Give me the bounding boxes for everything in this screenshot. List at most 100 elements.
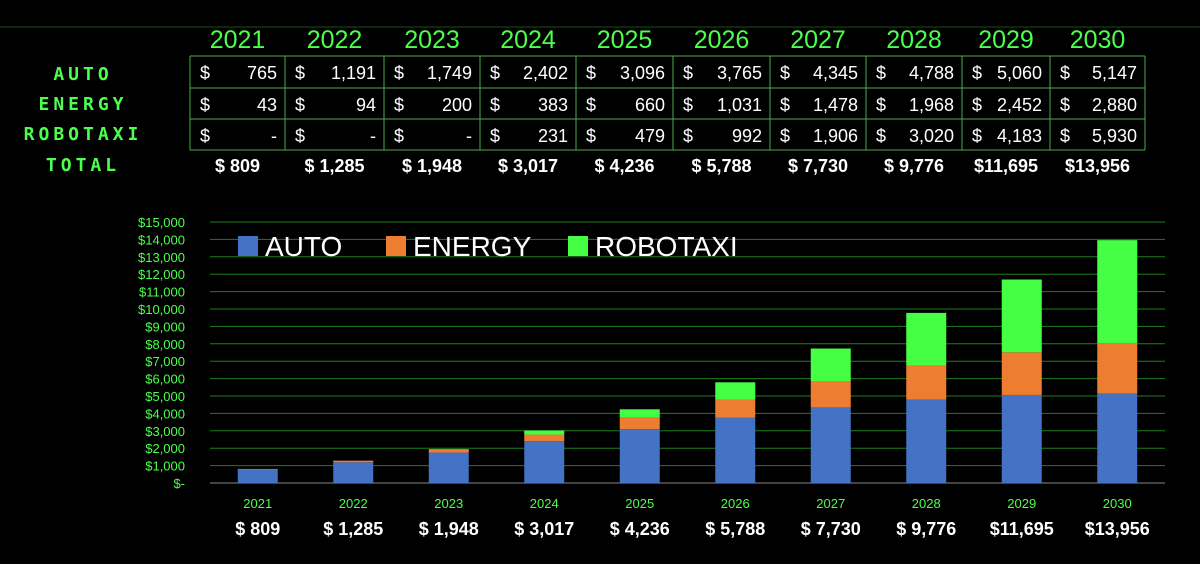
table-cell-currency: $ <box>200 63 210 83</box>
bar-energy-2026 <box>715 399 756 418</box>
x-tick-label: 2024 <box>530 496 559 511</box>
chart-total-label: $11,695 <box>990 519 1054 539</box>
bar-energy-2027 <box>810 381 851 408</box>
table-cell-currency: $ <box>972 95 982 115</box>
table-cell-currency: $ <box>200 126 210 146</box>
table-row-label-robotaxi: ROBOTAXI <box>24 124 143 145</box>
table-cell-value: 1,478 <box>813 95 858 115</box>
bar-auto-2022 <box>333 462 374 483</box>
table-cell-currency: $ <box>295 126 305 146</box>
y-tick-label: $2,000 <box>145 441 185 456</box>
table-cell-currency: $ <box>394 63 404 83</box>
legend-swatch-energy <box>386 236 406 256</box>
chart-total-label: $ 1,948 <box>419 519 479 539</box>
y-tick-label: $8,000 <box>145 337 185 352</box>
table-year-header: 2024 <box>500 26 556 54</box>
table-cell-currency: $ <box>586 95 596 115</box>
bar-robotaxi-2030 <box>1097 240 1138 344</box>
table-cell-value: 94 <box>356 95 376 115</box>
x-tick-label: 2021 <box>243 496 272 511</box>
table-cell-currency: $ <box>972 63 982 83</box>
table-cell-currency: $ <box>780 63 790 83</box>
y-tick-label: $12,000 <box>138 267 185 282</box>
x-tick-label: 2025 <box>625 496 654 511</box>
table-cell-currency: $ <box>490 95 500 115</box>
chart-total-label: $ 5,788 <box>705 519 765 539</box>
table-cell-value: 1,906 <box>813 126 858 146</box>
table-total-value: $13,956 <box>1065 156 1130 176</box>
bar-energy-2023 <box>428 449 469 453</box>
table-cell-currency: $ <box>683 95 693 115</box>
bar-auto-2030 <box>1097 393 1138 483</box>
table-cell-value: 765 <box>247 63 277 83</box>
table-cell-value: 1,031 <box>717 95 762 115</box>
table-cell-value: 3,020 <box>909 126 954 146</box>
table-year-header: 2028 <box>886 26 942 54</box>
table-total-value: $ 7,730 <box>788 156 848 176</box>
bar-energy-2021 <box>237 468 278 470</box>
table-cell-currency: $ <box>1060 126 1070 146</box>
table-cell-currency: $ <box>295 95 305 115</box>
y-tick-label: $11,000 <box>139 285 185 300</box>
bar-auto-2029 <box>1001 394 1042 483</box>
table-year-header: 2025 <box>597 26 653 54</box>
y-tick-label: $7,000 <box>145 354 185 369</box>
table-cell-currency: $ <box>972 126 982 146</box>
table-cell-currency: $ <box>876 126 886 146</box>
table-cell-value: 1,191 <box>331 63 376 83</box>
bar-energy-2022 <box>333 460 374 463</box>
table-cell-currency: $ <box>876 63 886 83</box>
legend-swatch-robotaxi <box>568 236 588 256</box>
x-tick-label: 2026 <box>721 496 750 511</box>
table-cell-value: 3,096 <box>620 63 665 83</box>
table-total-value: $ 3,017 <box>498 156 558 176</box>
y-tick-label: $3,000 <box>145 424 185 439</box>
bar-robotaxi-2025 <box>619 409 660 418</box>
table-total-value: $ 809 <box>215 156 260 176</box>
legend-label-robotaxi: ROBOTAXI <box>595 231 738 262</box>
bar-robotaxi-2028 <box>906 312 947 366</box>
bar-energy-2029 <box>1001 352 1042 395</box>
table-total-value: $ 1,948 <box>402 156 462 176</box>
table-cell-currency: $ <box>200 95 210 115</box>
bar-energy-2025 <box>619 417 660 430</box>
chart-total-label: $ 809 <box>235 519 280 539</box>
y-tick-label: $14,000 <box>138 232 185 247</box>
table-year-header: 2023 <box>404 26 460 54</box>
table-cell-value: 5,060 <box>997 63 1042 83</box>
chart-total-label: $ 4,236 <box>610 519 670 539</box>
table-year-header: 2021 <box>210 26 266 54</box>
bar-robotaxi-2029 <box>1001 279 1042 353</box>
table-cell-currency: $ <box>394 126 404 146</box>
table-cell-value: 4,183 <box>997 126 1042 146</box>
table-total-value: $ 5,788 <box>691 156 751 176</box>
table-cell-currency: $ <box>586 126 596 146</box>
bar-auto-2027 <box>810 407 851 483</box>
table-cell-value: 3,765 <box>717 63 762 83</box>
table-cell-value: 43 <box>257 95 277 115</box>
table-cell-value: 4,345 <box>813 63 858 83</box>
table-cell-currency: $ <box>490 126 500 146</box>
chart-total-label: $ 3,017 <box>514 519 574 539</box>
y-tick-label: $10,000 <box>138 302 185 317</box>
table-cell-currency: $ <box>586 63 596 83</box>
table-year-header: 2029 <box>978 26 1034 54</box>
bar-energy-2028 <box>906 365 947 400</box>
table-row-label-total: TOTAL <box>46 155 120 176</box>
legend-label-auto: AUTO <box>265 231 342 262</box>
table-cell-value: - <box>370 126 376 146</box>
table-cell-value: 5,147 <box>1092 63 1137 83</box>
legend-swatch-auto <box>238 236 258 256</box>
table-cell-currency: $ <box>490 63 500 83</box>
table-cell-value: 2,452 <box>997 95 1042 115</box>
y-tick-label: $1,000 <box>145 459 185 474</box>
bar-robotaxi-2024 <box>524 430 565 435</box>
x-tick-label: 2022 <box>339 496 368 511</box>
table-cell-value: 479 <box>635 126 665 146</box>
table-total-value: $11,695 <box>974 156 1038 176</box>
y-tick-label: $5,000 <box>145 389 185 404</box>
table-cell-currency: $ <box>780 95 790 115</box>
bar-auto-2021 <box>237 469 278 483</box>
bar-auto-2025 <box>619 429 660 483</box>
y-tick-label: $9,000 <box>145 319 185 334</box>
